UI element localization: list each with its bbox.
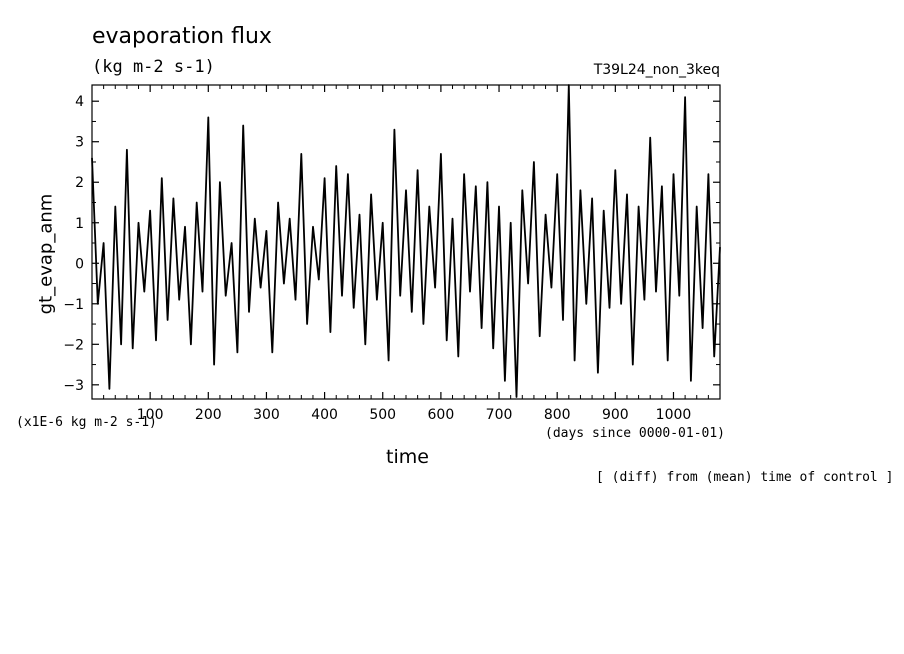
y-scale-note: (x1E-6 kg m-2 s-1) — [16, 415, 157, 430]
x-tick-label: 100 — [137, 407, 164, 423]
x-axis-units: (days since 0000-01-01) — [545, 426, 726, 441]
run-name: T39L24_non_3keq — [593, 62, 720, 78]
y-axis-label: gt_evap_anm — [35, 193, 57, 315]
series-layer — [91, 84, 721, 398]
x-tick-label: 500 — [369, 407, 396, 423]
x-tick-label: 300 — [253, 407, 280, 423]
y-tick-label: −1 — [63, 297, 84, 313]
comparison-note: [ (diff) from (mean) time of control ] — [596, 470, 894, 485]
x-tick-label: 1000 — [656, 407, 692, 423]
tick-labels: −3 −2 −1 0 1 2 3 4 100 200 300 400 500 600 700 800 900 10… — [63, 94, 691, 423]
x-tick-label: 200 — [195, 407, 222, 423]
title-units: (kg m-2 s-1) — [92, 57, 215, 77]
x-tick-label: 900 — [602, 407, 629, 423]
x-tick-label: 600 — [428, 407, 455, 423]
plot-frame — [91, 84, 721, 400]
chart-title: evaporation flux — [92, 24, 272, 49]
y-tick-label: 1 — [75, 216, 84, 232]
y-tick-label: 3 — [75, 135, 84, 151]
y-tick-label: 4 — [75, 94, 84, 110]
y-tick-label: 0 — [75, 256, 84, 272]
y-tick-label: −3 — [63, 378, 84, 394]
series-line — [91, 84, 721, 398]
y-tick-label: −2 — [63, 337, 84, 353]
x-axis-label: time — [386, 446, 429, 468]
x-tick-label: 400 — [311, 407, 338, 423]
y-tick-label: 2 — [75, 175, 84, 191]
x-tick-label: 800 — [544, 407, 571, 423]
x-tick-label: 700 — [486, 407, 513, 423]
